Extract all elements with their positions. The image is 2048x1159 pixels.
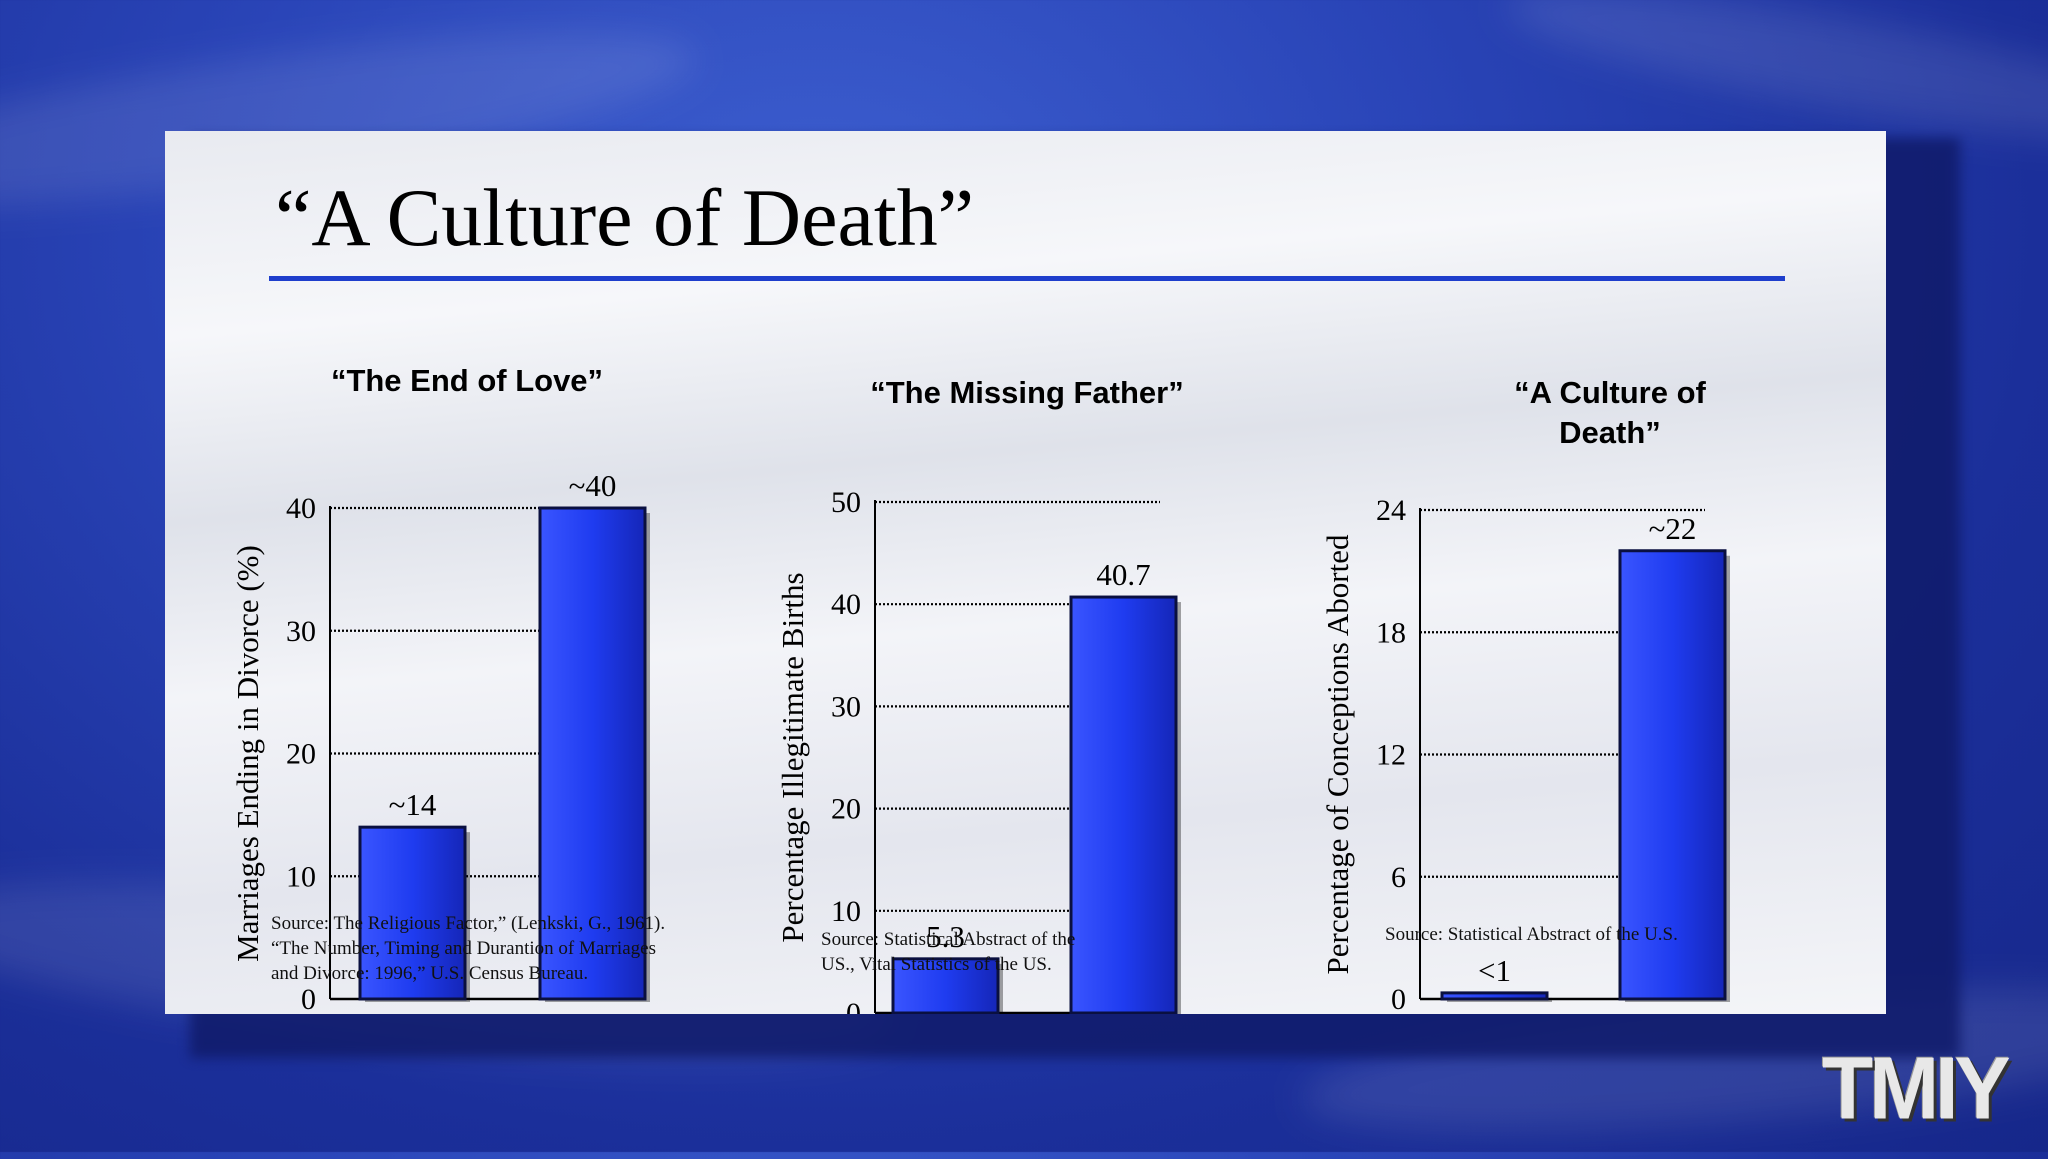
x-category-label: 1960 [1462,1009,1528,1014]
chart-title: “A Culture of Death” [1514,375,1706,450]
y-tick-label: 0 [1391,983,1406,1014]
source-note-1-line: and Divorce: 1996,” U.S. Census Bureau. [271,963,589,984]
bar-value-label: 40.7 [1096,557,1150,592]
y-tick-label: 40 [286,492,316,525]
y-tick-label: 12 [1376,739,1406,772]
y-tick-label: 30 [286,615,316,648]
bar-value-label: ~40 [569,468,617,503]
chart-title: “The Missing Father” [870,375,1183,410]
source-note-1-line: “The Number, Timing and Durantion of Mar… [271,938,656,959]
y-tick-label: 50 [831,486,861,519]
chart-title-line: Death” [1559,415,1661,450]
source-note-2: Source: Statistical Abstract of the US.,… [821,927,1075,977]
source-note-1-line: Source: The Religious Factor,” (Lenkski,… [271,913,666,934]
source-note-3: Source: Statistical Abstract of the U.S. [1385,922,1678,947]
y-axis-label: Marriages Ending in Divorce (%) [230,545,265,962]
chart-title: “The End of Love” [331,363,603,398]
y-tick-label: 30 [831,690,861,723]
bar [358,825,467,1001]
y-tick-label: 24 [1376,494,1406,527]
y-tick-label: 0 [846,997,861,1014]
y-tick-label: 20 [831,793,861,826]
source-note-2-line: Source: Statistical Abstract of the [821,929,1076,950]
bar [891,957,1000,1014]
bar-value-label: ~14 [389,787,437,822]
y-tick-label: 40 [831,588,861,621]
chart-end-of-love: “The End of Love” 0 10 20 30 40 Marriages Endi… [230,363,650,1014]
bar [1440,991,1549,1001]
y-tick-label: 18 [1376,616,1406,649]
x-category-label: Current [542,1009,643,1014]
source-note-2-line: US., Vital Statistics of the US. [821,954,1052,975]
x-category-label: Current [1622,1009,1723,1014]
source-note-3-line: Source: Statistical Abstract of the U.S. [1385,924,1678,945]
y-tick-label: 10 [831,895,861,928]
chart-culture-of-death: “A Culture of Death” 0 6 12 18 24 Percentage of… [1320,375,1730,1014]
y-axis-label: Percentage of Conceptions Aborted [1320,534,1355,974]
bar [1618,549,1727,1001]
chart-missing-father: “The Missing Father” 0 10 20 30 40 50 Percentag… [775,375,1184,1014]
x-category-label: 1960 [380,1009,446,1014]
tmiy-logo: TMIY [1822,1038,2011,1138]
slide-title: “A Culture of Death” [275,172,975,263]
chart-title-line: “A Culture of [1514,375,1706,410]
title-rule [269,276,1785,281]
slide: “A Culture of Death” “The End of Love” 0 1… [165,131,1886,1014]
y-tick-label: 20 [286,738,316,771]
bar-value-label: <1 [1478,953,1511,988]
bar-value-label: 5.3 [926,919,965,954]
bar [1069,595,1178,1014]
source-note-1: Source: The Religious Factor,” (Lenkski,… [271,911,665,986]
bar [538,506,647,1001]
y-tick-label: 0 [301,983,316,1014]
y-tick-label: 10 [286,860,316,893]
bar-value-label: ~22 [1649,511,1697,546]
y-axis-label: Percentage Illegitimate Births [775,572,810,942]
y-tick-label: 6 [1391,861,1406,894]
